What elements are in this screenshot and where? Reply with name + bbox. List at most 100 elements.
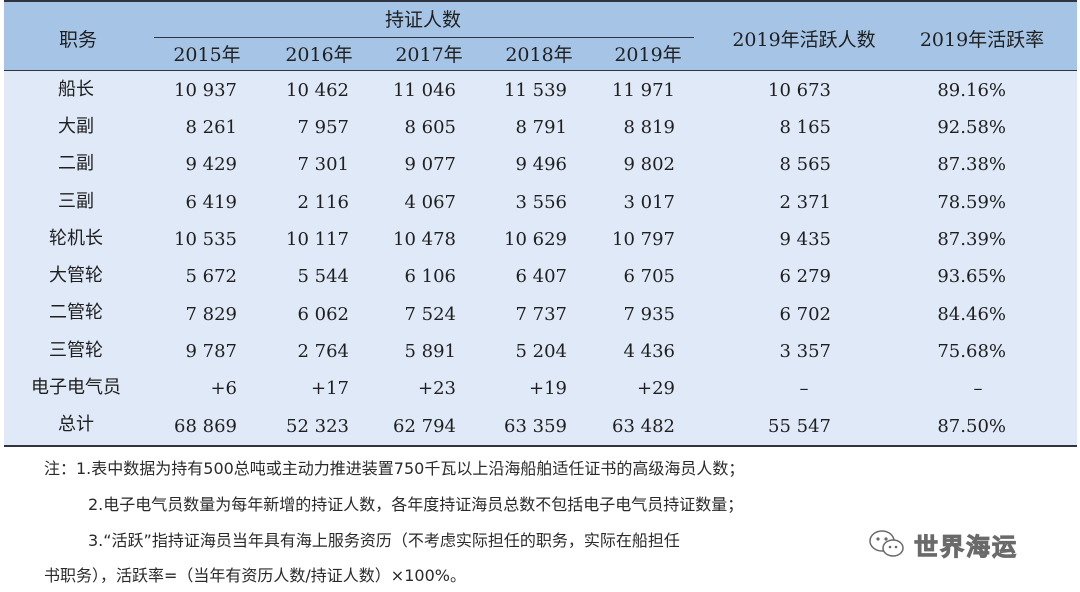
cell-rate: –: [973, 378, 983, 399]
cell-2019: 7 935: [623, 304, 675, 325]
row-position: 电子电气员: [31, 377, 121, 398]
cell-2018: 6 407: [515, 266, 567, 287]
cell-active: 8 565: [779, 154, 831, 175]
cell-2016: 2 116: [297, 192, 349, 213]
cell-2017: 11 046: [393, 80, 456, 101]
watermark: 世界海运: [868, 522, 1073, 566]
cell-active: –: [799, 378, 809, 399]
cell-2017: 8 605: [404, 117, 456, 138]
note-4: 书职务），活跃率=（当年有资历人数/持证人数）×100%。: [44, 566, 466, 585]
cell-2019: 3 017: [623, 192, 675, 213]
cell-2016: 7 301: [297, 154, 349, 175]
cell-2017: 7 524: [404, 304, 456, 325]
cell-2018: 8 791: [515, 117, 567, 138]
row-position: 大管轮: [49, 265, 103, 286]
cell-2018: 7 737: [515, 304, 567, 325]
cell-2016: +17: [311, 378, 349, 399]
row-position: 二管轮: [49, 302, 103, 323]
cell-2015: 10 535: [174, 229, 237, 250]
header-rate-2019: 2019年活跃率: [919, 29, 1045, 51]
cell-2019: +29: [637, 378, 675, 399]
cell-2018: 63 359: [504, 416, 567, 437]
cell-2017: 5 891: [404, 341, 456, 362]
cell-rate: 87.50%: [937, 416, 1006, 437]
header-certified-group: 持证人数: [384, 9, 462, 31]
cell-2015: +6: [210, 378, 237, 399]
row-position: 三副: [58, 191, 94, 212]
cell-rate: 89.16%: [937, 80, 1006, 101]
header-year-2017: 2017年: [395, 44, 463, 66]
header-year-2016: 2016年: [285, 44, 353, 66]
watermark-text: 世界海运: [914, 532, 1018, 561]
cell-active: 55 547: [768, 416, 831, 437]
cell-2015: 68 869: [174, 416, 237, 437]
cell-2018: 9 496: [515, 154, 567, 175]
header-year-2018: 2018年: [505, 44, 573, 66]
cell-2016: 6 062: [297, 304, 349, 325]
cell-active: 10 673: [768, 80, 831, 101]
cell-active: 6 702: [779, 304, 831, 325]
cell-2015: 10 937: [174, 80, 237, 101]
cell-rate: 87.38%: [937, 154, 1006, 175]
cell-2015: 5 672: [185, 266, 237, 287]
cell-2016: 2 764: [297, 341, 349, 362]
cell-active: 9 435: [779, 229, 831, 250]
row-position: 船长: [58, 79, 94, 100]
cell-2015: 7 829: [185, 304, 237, 325]
cell-active: 6 279: [779, 266, 831, 287]
table-header-band: [4, 0, 1077, 71]
cell-2019: 10 797: [612, 229, 675, 250]
cell-2019: 8 819: [623, 117, 675, 138]
cell-2017: 62 794: [393, 416, 456, 437]
bottom-rule: [4, 445, 1077, 447]
cell-2015: 6 419: [185, 192, 237, 213]
cell-2017: 6 106: [404, 266, 456, 287]
top-rule: [4, 0, 1077, 2]
table-notes: 注：1.表中数据为持有500总吨或主动力推进装置750千瓦以上沿海船舶适任证书的…: [0, 452, 1080, 592]
cell-rate: 93.65%: [937, 266, 1006, 287]
header-active-2019: 2019年活跃人数: [732, 29, 876, 51]
cell-2018: 5 204: [515, 341, 567, 362]
wechat-icon: [868, 529, 906, 559]
cell-2019: 4 436: [623, 341, 675, 362]
cell-active: 2 371: [779, 192, 831, 213]
cell-2017: +23: [418, 378, 456, 399]
cell-2019: 63 482: [612, 416, 675, 437]
row-position: 大副: [58, 116, 94, 137]
cell-2017: 4 067: [404, 192, 456, 213]
cell-2017: 9 077: [404, 154, 456, 175]
cell-active: 8 165: [779, 117, 831, 138]
seafarer-table: 职务 持证人数 2015年 2016年 2017年 2018年 2019年 20…: [4, 0, 1077, 447]
note-1: 注：1.表中数据为持有500总吨或主动力推进装置750千瓦以上沿海船舶适任证书的…: [44, 459, 745, 478]
cell-2015: 8 261: [185, 117, 237, 138]
header-rule: [4, 70, 1077, 71]
cell-active: 3 357: [779, 341, 831, 362]
note-3: 3.“活跃”指持证海员当年具有海上服务资历（不考虑实际担任的职务，实际在船担任: [88, 531, 680, 550]
cell-2015: 9 787: [185, 341, 237, 362]
cell-2018: +19: [529, 378, 567, 399]
cell-2018: 10 629: [504, 229, 567, 250]
cell-rate: 87.39%: [937, 229, 1006, 250]
cell-2019: 6 705: [623, 266, 675, 287]
cell-rate: 75.68%: [937, 341, 1006, 362]
cell-2016: 10 462: [286, 80, 349, 101]
cell-2019: 9 802: [623, 154, 675, 175]
cell-2018: 3 556: [515, 192, 567, 213]
cell-2016: 5 544: [297, 266, 349, 287]
row-position: 三管轮: [49, 340, 103, 361]
cell-rate: 78.59%: [937, 192, 1006, 213]
row-position: 轮机长: [49, 228, 103, 249]
header-position: 职务: [58, 29, 98, 51]
header-year-2019: 2019年: [614, 44, 682, 66]
row-position: 总计: [58, 414, 94, 435]
cell-2015: 9 429: [185, 154, 237, 175]
group-rule: [154, 37, 694, 38]
cell-rate: 92.58%: [937, 117, 1006, 138]
cell-2018: 11 539: [504, 80, 567, 101]
cell-2016: 52 323: [286, 416, 349, 437]
cell-2016: 10 117: [286, 229, 349, 250]
cell-rate: 84.46%: [937, 304, 1006, 325]
cell-2017: 10 478: [393, 229, 456, 250]
cell-2016: 7 957: [297, 117, 349, 138]
cell-2019: 11 971: [612, 80, 675, 101]
